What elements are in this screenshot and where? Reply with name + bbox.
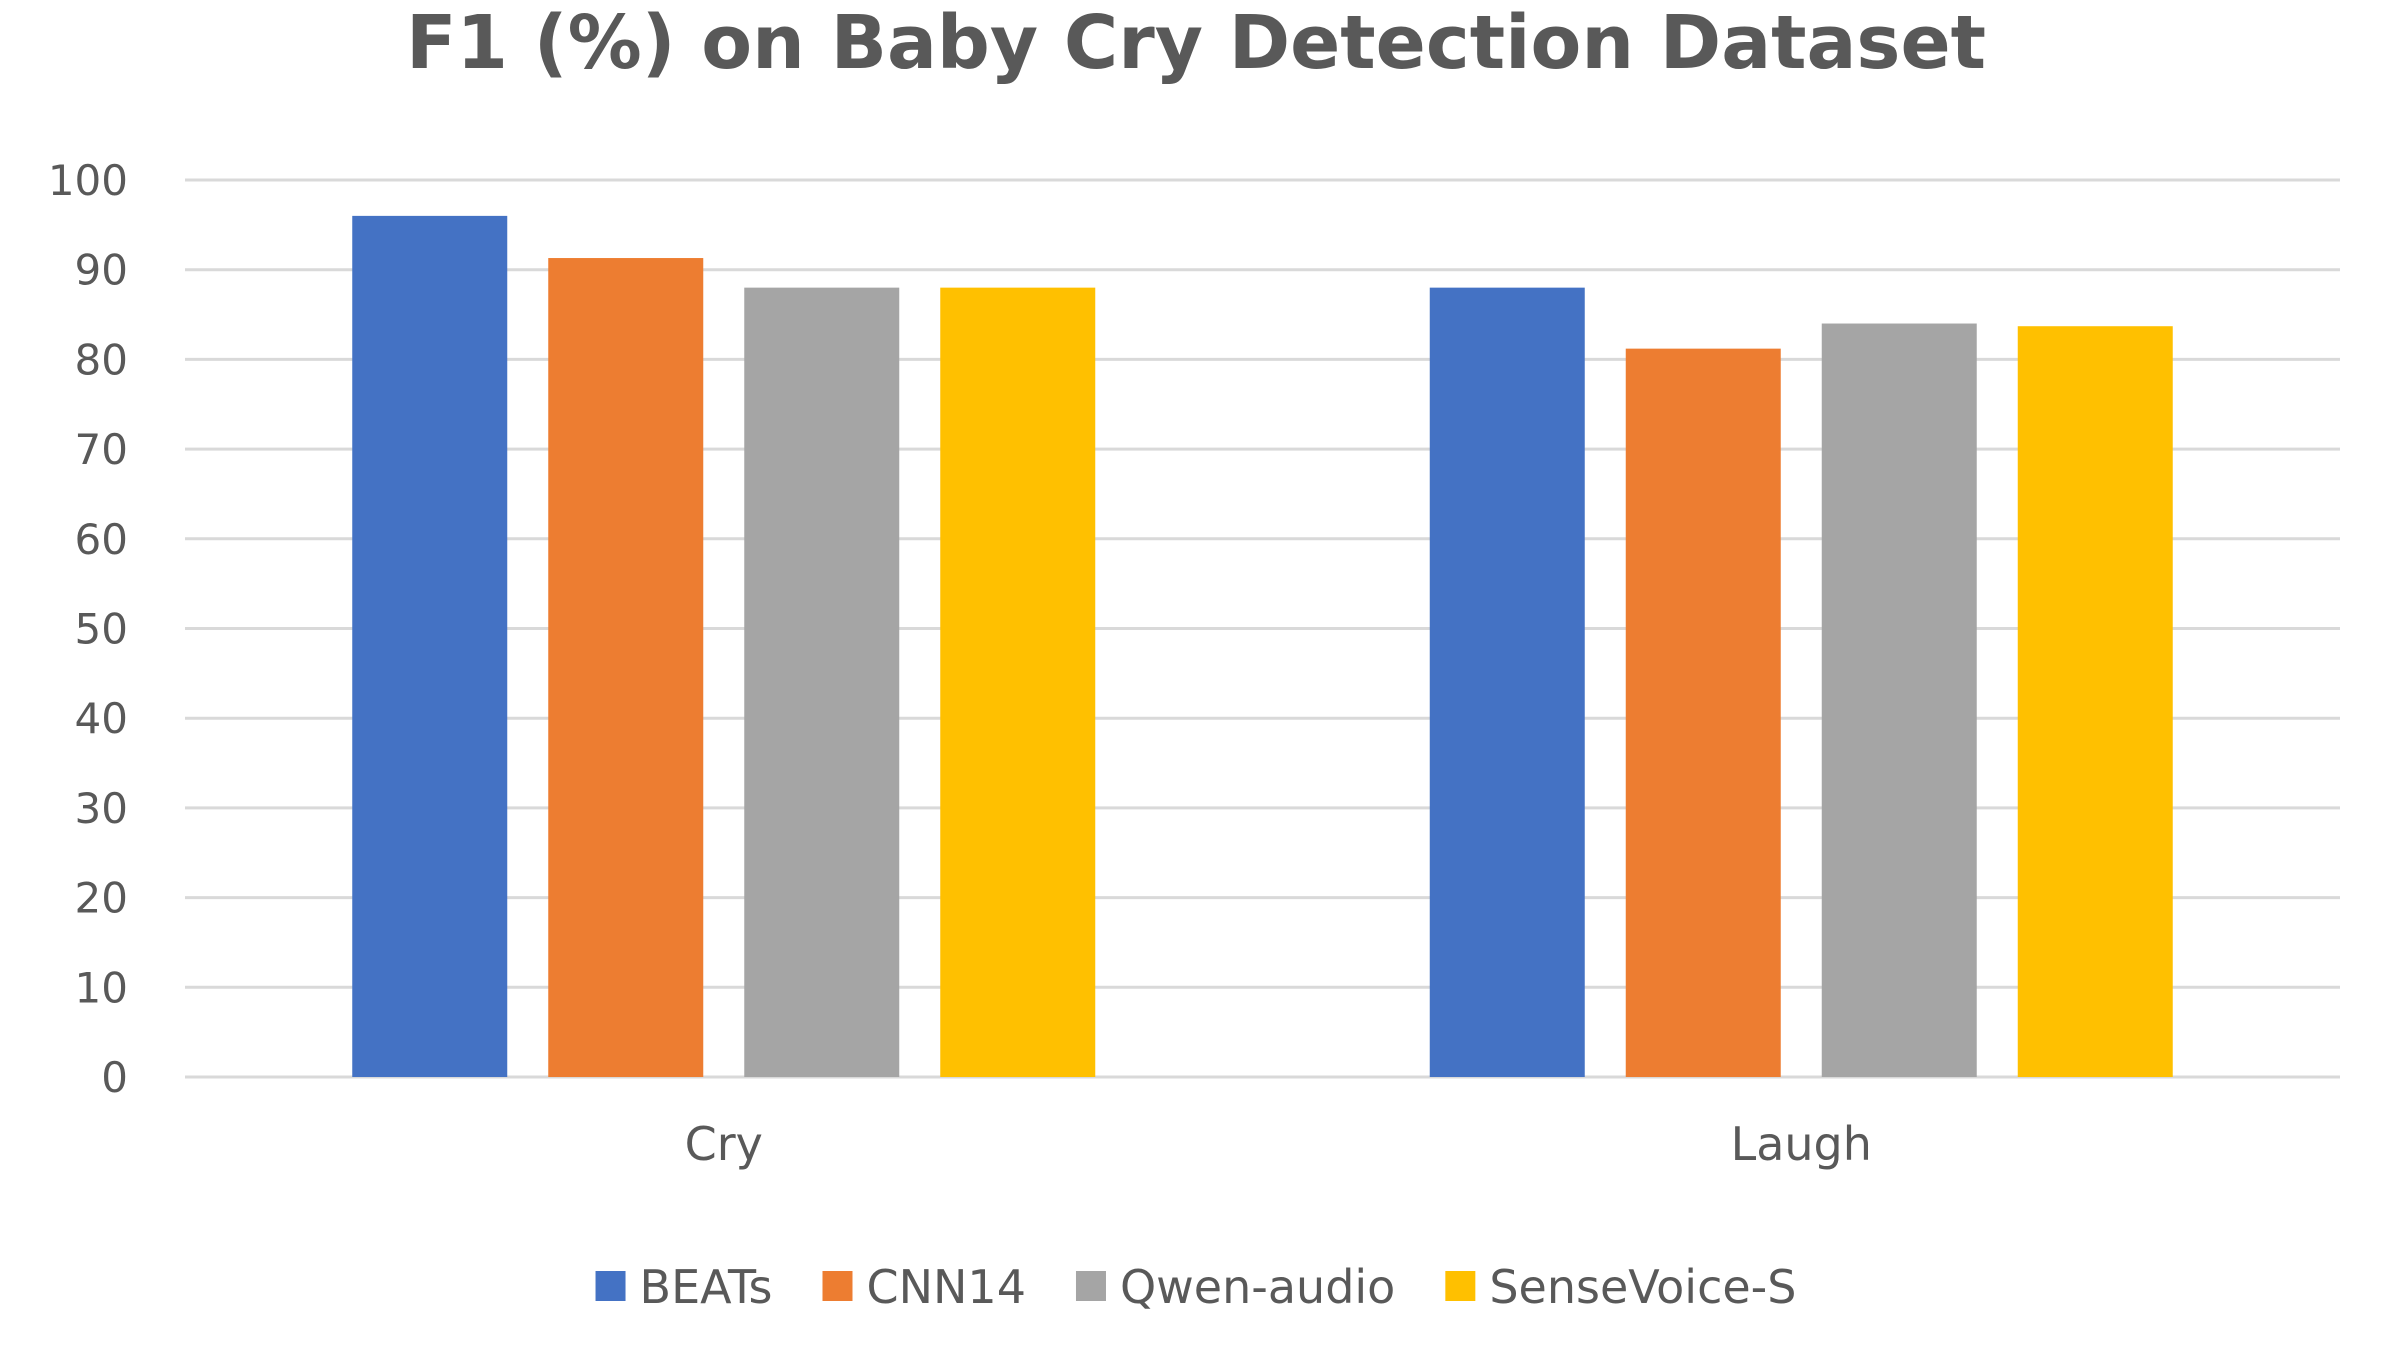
y-tick-label-70: 70 [75, 425, 128, 474]
bar-sensevoice-s-cry [940, 287, 1096, 1077]
y-tick-label-10: 10 [75, 963, 128, 1012]
bar-sensevoice-s-laugh [2017, 326, 2173, 1077]
bar-beats-laugh [1429, 287, 1585, 1077]
y-tick-label-20: 20 [75, 874, 128, 923]
x-category-label-cry: Cry [685, 1117, 763, 1171]
y-tick-label-0: 0 [101, 1053, 128, 1102]
legend-swatch-sensevoice-s [1445, 1271, 1476, 1301]
x-category-label-laugh: Laugh [1731, 1117, 1872, 1171]
y-tick-label-60: 60 [75, 515, 128, 564]
x-axis-category-labels: Cry Laugh [685, 1117, 1872, 1171]
legend-label-beats: BEATs [640, 1260, 773, 1314]
legend: BEATs CNN14 Qwen-audio SenseVoice-S [595, 1260, 1796, 1314]
y-tick-label-30: 30 [75, 784, 128, 833]
gridlines [185, 178, 2340, 1079]
legend-label-sensevoice-s: SenseVoice-S [1489, 1260, 1796, 1314]
bar-qwen-audio-laugh [1821, 323, 1977, 1077]
y-tick-label-100: 100 [48, 156, 128, 205]
y-axis-tick-labels: 0 10 20 30 40 50 60 70 80 90 100 [48, 156, 128, 1102]
legend-label-qwen-audio: Qwen-audio [1120, 1260, 1395, 1314]
bar-cnn14-cry [548, 258, 704, 1077]
y-tick-label-50: 50 [75, 605, 128, 654]
y-tick-label-40: 40 [75, 694, 128, 743]
y-tick-label-80: 80 [75, 335, 128, 384]
legend-swatch-qwen-audio [1075, 1271, 1106, 1301]
bars [352, 215, 2173, 1077]
legend-swatch-cnn14 [822, 1271, 853, 1301]
bar-beats-cry [352, 215, 508, 1077]
y-tick-label-90: 90 [75, 246, 128, 295]
bar-cnn14-laugh [1625, 348, 1781, 1077]
legend-swatch-beats [595, 1271, 626, 1301]
bar-qwen-audio-cry [744, 287, 900, 1077]
legend-label-cnn14: CNN14 [866, 1260, 1025, 1314]
chart-title: F1 (%) on Baby Cry Detection Dataset [406, 0, 1986, 86]
